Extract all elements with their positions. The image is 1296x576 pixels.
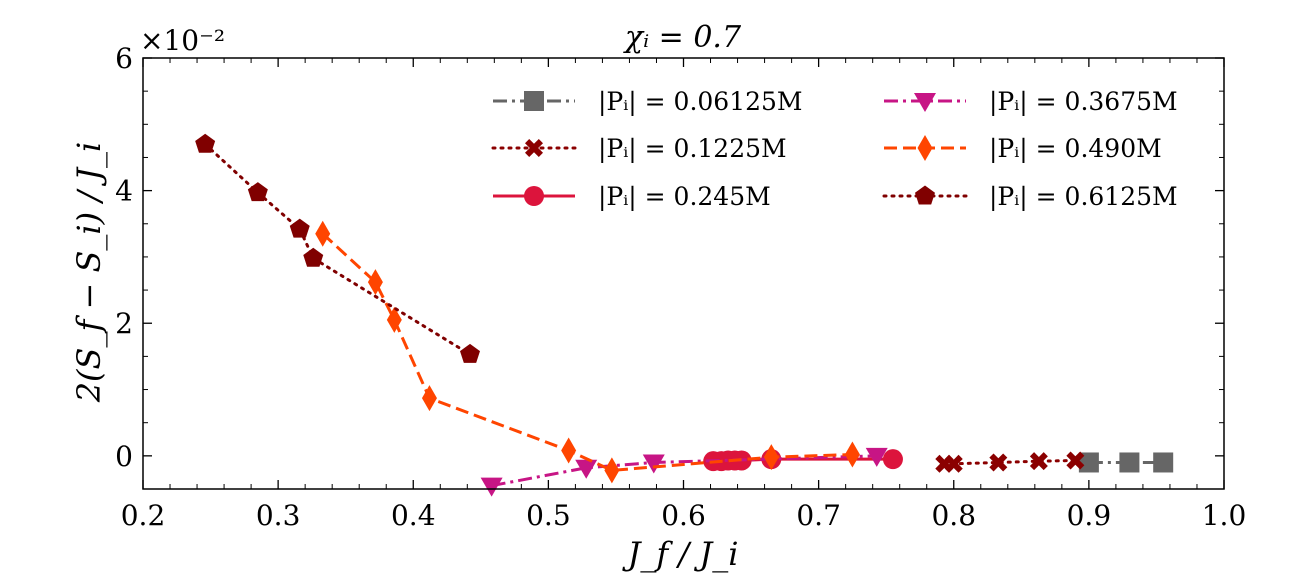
x-tick-label: 0.3 (256, 499, 301, 532)
legend-label: |Pᵢ| = 0.6125M (989, 182, 1178, 212)
x-tick-label: 1.0 (1202, 499, 1247, 532)
data-point (989, 453, 1008, 472)
legend-entry: |Pᵢ| = 0.6125M (882, 182, 1178, 212)
legend-marker (524, 91, 544, 111)
x-tick-label: 0.4 (391, 499, 436, 532)
y-multiplier-label: ×10⁻² (140, 24, 225, 57)
legend-label: |Pᵢ| = 0.1225M (598, 134, 787, 164)
data-point (1066, 451, 1085, 470)
legend-label: |Pᵢ| = 0.490M (989, 134, 1162, 164)
y-tick-label: 4 (115, 175, 133, 208)
data-point (289, 218, 310, 238)
legend-marker (915, 185, 935, 205)
series-5 (195, 133, 480, 363)
series-line (942, 458, 1077, 466)
data-point (315, 220, 331, 247)
legend-entry: |Pᵢ| = 0.1225M (491, 134, 787, 164)
y-axis-label: 2(S_f − S_i) / J_i (70, 142, 108, 404)
data-point (575, 459, 598, 479)
data-point (247, 182, 268, 202)
x-tick-label: 0.5 (526, 499, 571, 532)
data-point (944, 454, 963, 473)
y-tick-label: 0 (115, 440, 133, 473)
x-tick-label: 0.6 (661, 499, 706, 532)
y-tick-label: 2 (115, 307, 133, 340)
data-point (303, 247, 324, 267)
data-point (386, 306, 402, 333)
plot-area (195, 133, 1174, 497)
legend-marker (917, 135, 933, 161)
x-tick-label: 0.8 (931, 499, 976, 532)
data-point (367, 269, 383, 296)
axis-ticks: 0.2 0.3 0.4 0.5 0.6 0.7 0.8 0.9 1.0 0 2 4 6 (115, 42, 1246, 532)
legend-marker (525, 139, 543, 157)
data-point (1119, 452, 1140, 473)
data-point (882, 449, 903, 470)
legend-marker (524, 186, 544, 206)
series-0 (1078, 452, 1174, 473)
legend-entry: |Pᵢ| = 0.3675M (884, 87, 1178, 117)
x-tick-label: 0.7 (796, 499, 841, 532)
series-1 (935, 451, 1085, 473)
data-point (844, 441, 860, 468)
data-point (604, 457, 620, 484)
x-tick-label: 0.2 (121, 499, 166, 532)
legend: |Pᵢ| = 0.06125M |Pᵢ| = 0.1225M |Pᵢ| = 0.24… (491, 87, 1178, 212)
data-point (460, 343, 480, 363)
axes-frame (142, 57, 1225, 490)
legend-marker (914, 93, 936, 112)
chart-title: χᵢ = 0.7 (623, 20, 742, 55)
data-point (1029, 452, 1048, 471)
legend-label: |Pᵢ| = 0.06125M (598, 87, 803, 117)
data-point (1078, 452, 1099, 473)
legend-entry: |Pᵢ| = 0.245M (493, 182, 771, 212)
data-point (642, 454, 665, 474)
data-point (763, 444, 779, 471)
legend-label: |Pᵢ| = 0.3675M (989, 87, 1178, 117)
data-point (1153, 452, 1174, 473)
y-tick-label: 6 (115, 42, 133, 75)
x-axis-label: J_f / J_i (622, 535, 739, 573)
data-point (421, 385, 437, 412)
data-point (561, 437, 577, 464)
legend-label: |Pᵢ| = 0.245M (598, 182, 771, 212)
series-line (321, 232, 853, 472)
legend-entry: |Pᵢ| = 0.06125M (493, 87, 803, 117)
data-point (480, 477, 503, 497)
data-point (195, 133, 216, 153)
x-tick-label: 0.9 (1067, 499, 1112, 532)
data-point (865, 447, 888, 467)
series-4 (315, 220, 860, 484)
legend-entry: |Pᵢ| = 0.490M (884, 134, 1162, 164)
